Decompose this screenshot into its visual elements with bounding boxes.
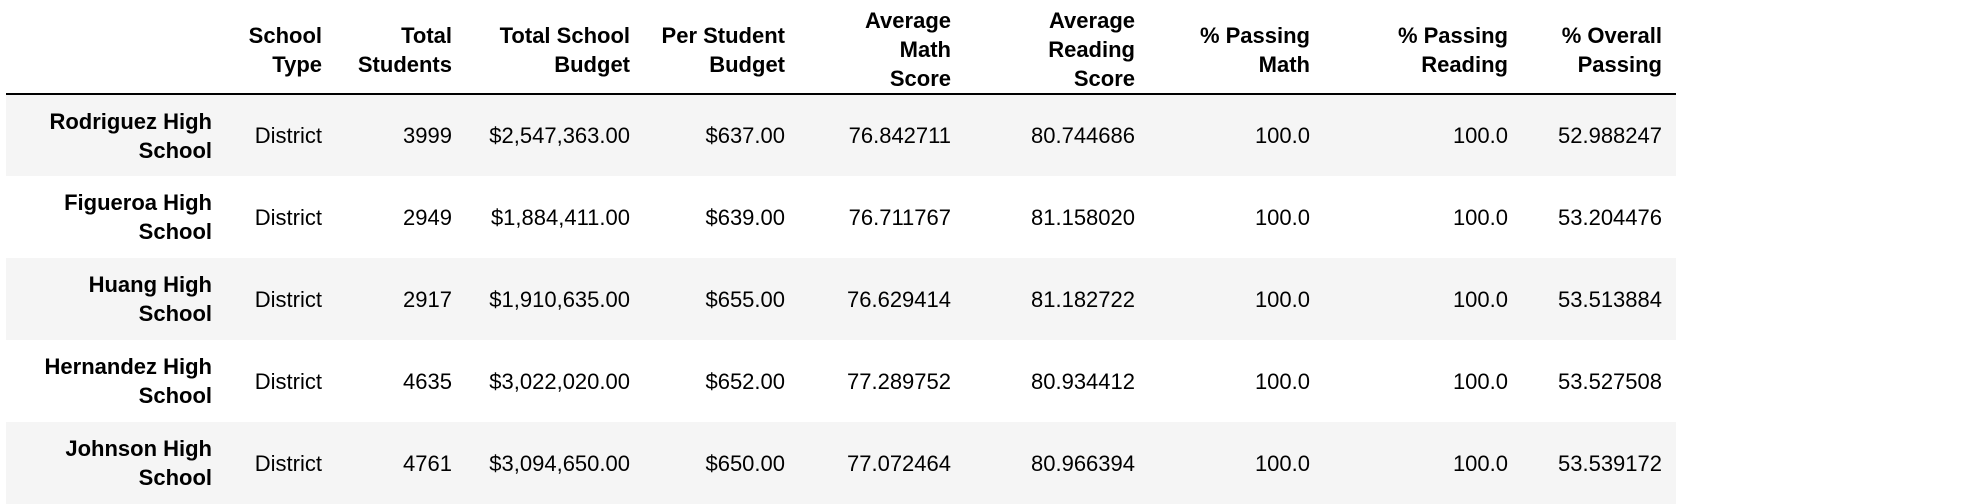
school-summary-table: School Type Total Students Total School … bbox=[6, 6, 1676, 504]
column-header-line: Total School bbox=[499, 22, 630, 48]
cell-overall-passing: 52.988247 bbox=[1558, 123, 1662, 148]
table-header: School Type Total Students Total School … bbox=[6, 6, 1676, 95]
cell-average-math-score: 76.629414 bbox=[847, 286, 951, 312]
table-row: Johnson High School District 4761 $3,094… bbox=[6, 422, 1676, 504]
column-header-passing-reading: % Passing Reading bbox=[1324, 6, 1522, 95]
column-header-line: Reading bbox=[1421, 51, 1508, 77]
cell-total-students: 3999 bbox=[403, 123, 452, 148]
cell-average-math-score: 77.289752 bbox=[847, 368, 951, 394]
cell-overall-passing: 53.204476 bbox=[1558, 204, 1662, 230]
cell-average-reading-score: 80.934412 bbox=[1031, 368, 1135, 394]
row-label-line: Hernandez High bbox=[44, 354, 212, 379]
cell-passing-math: 100.0 bbox=[1254, 368, 1310, 394]
cell-passing-math: 100.0 bbox=[1254, 123, 1310, 148]
column-header-line: % Overall bbox=[1561, 22, 1662, 48]
column-header-line: Type bbox=[272, 51, 322, 77]
header-row: School Type Total Students Total School … bbox=[6, 6, 1676, 95]
column-header-average-math-score: Average Math Score bbox=[799, 6, 965, 95]
cell-per-student-budget: $652.00 bbox=[705, 368, 785, 394]
row-label-line: School bbox=[138, 465, 212, 490]
column-header-line: % Passing bbox=[1397, 22, 1508, 48]
cell-average-math-score: 76.842711 bbox=[848, 123, 951, 148]
column-header-passing-math: % Passing Math bbox=[1149, 6, 1324, 95]
cell-average-math-score: 77.072464 bbox=[847, 450, 951, 476]
column-header-line: Average Math bbox=[864, 8, 951, 62]
table-row: Hernandez High School District 4635 $3,0… bbox=[6, 340, 1676, 422]
column-header-line: Average Reading bbox=[1048, 8, 1135, 62]
row-label: Huang High School bbox=[6, 258, 226, 340]
row-label: Johnson High School bbox=[6, 422, 226, 504]
column-header-line: % Passing bbox=[1199, 22, 1310, 48]
cell-passing-reading: 100.0 bbox=[1452, 123, 1508, 148]
column-header-line: Budget bbox=[554, 51, 630, 77]
cell-total-students: 4635 bbox=[403, 368, 452, 394]
cell-passing-reading: 100.0 bbox=[1452, 204, 1508, 230]
column-header-overall-passing: % Overall Passing bbox=[1522, 6, 1676, 95]
row-label: Figueroa High School bbox=[6, 176, 226, 258]
cell-total-students: 4761 bbox=[403, 450, 452, 476]
cell-average-reading-score: 80.966394 bbox=[1031, 450, 1135, 476]
row-label-line: Johnson High bbox=[65, 436, 212, 461]
row-label: Hernandez High School bbox=[6, 340, 226, 422]
cell-school-type: District bbox=[254, 204, 322, 230]
column-header-line: Per Student bbox=[661, 22, 785, 48]
cell-school-type: District bbox=[254, 450, 322, 476]
cell-average-math-score: 76.711767 bbox=[848, 204, 951, 230]
table-body: Rodriguez High School District 3999 $2,5… bbox=[6, 94, 1676, 504]
column-header-average-reading-score: Average Reading Score bbox=[965, 6, 1149, 95]
column-header-line: School bbox=[248, 22, 322, 48]
cell-overall-passing: 53.513884 bbox=[1558, 286, 1662, 312]
cell-per-student-budget: $655.00 bbox=[705, 286, 785, 312]
cell-overall-passing: 53.527508 bbox=[1558, 368, 1662, 394]
column-header-total-school-budget: Total School Budget bbox=[466, 6, 644, 95]
index-header bbox=[6, 6, 226, 95]
cell-passing-reading: 100.0 bbox=[1452, 450, 1508, 476]
column-header-school-type: School Type bbox=[226, 6, 336, 95]
column-header-line: Score bbox=[1073, 66, 1135, 91]
cell-per-student-budget: $637.00 bbox=[705, 123, 785, 148]
cell-total-students: 2917 bbox=[403, 286, 452, 312]
cell-school-type: District bbox=[254, 368, 322, 394]
row-label-line: School bbox=[138, 383, 212, 408]
cell-total-school-budget: $3,022,020.00 bbox=[489, 368, 630, 394]
table-row: Rodriguez High School District 3999 $2,5… bbox=[6, 94, 1676, 176]
row-label-line: Huang High bbox=[88, 272, 212, 297]
cell-total-school-budget: $2,547,363.00 bbox=[489, 123, 630, 148]
column-header-per-student-budget: Per Student Budget bbox=[644, 6, 799, 95]
cell-passing-math: 100.0 bbox=[1254, 286, 1310, 312]
table-row: Huang High School District 2917 $1,910,6… bbox=[6, 258, 1676, 340]
column-header-line: Passing bbox=[1577, 51, 1662, 77]
row-label-line: School bbox=[138, 219, 212, 244]
cell-average-reading-score: 80.744686 bbox=[1031, 123, 1135, 148]
cell-passing-reading: 100.0 bbox=[1452, 286, 1508, 312]
cell-total-school-budget: $3,094,650.00 bbox=[489, 450, 630, 476]
cell-total-school-budget: $1,910,635.00 bbox=[489, 286, 630, 312]
row-label-line: School bbox=[138, 137, 212, 163]
cell-school-type: District bbox=[254, 123, 322, 148]
cell-total-students: 2949 bbox=[403, 204, 452, 230]
cell-total-school-budget: $1,884,411.00 bbox=[490, 204, 630, 230]
row-label-line: School bbox=[138, 301, 212, 326]
cell-per-student-budget: $650.00 bbox=[705, 450, 785, 476]
cell-school-type: District bbox=[254, 286, 322, 312]
cell-overall-passing: 53.539172 bbox=[1558, 450, 1662, 476]
cell-average-reading-score: 81.182722 bbox=[1031, 286, 1135, 312]
cell-per-student-budget: $639.00 bbox=[705, 204, 785, 230]
cell-passing-reading: 100.0 bbox=[1452, 368, 1508, 394]
column-header-line: Students bbox=[357, 51, 452, 77]
table-row: Figueroa High School District 2949 $1,88… bbox=[6, 176, 1676, 258]
column-header-line: Math bbox=[1258, 51, 1310, 77]
row-label-line: Figueroa High bbox=[64, 190, 212, 215]
column-header-line: Score bbox=[889, 66, 951, 91]
cell-passing-math: 100.0 bbox=[1254, 204, 1310, 230]
row-label-line: Rodriguez High bbox=[49, 108, 212, 134]
column-header-line: Budget bbox=[709, 51, 785, 77]
row-label: Rodriguez High School bbox=[6, 94, 226, 176]
cell-average-reading-score: 81.158020 bbox=[1031, 204, 1135, 230]
column-header-total-students: Total Students bbox=[336, 6, 466, 95]
column-header-line: Total bbox=[401, 22, 452, 48]
cell-passing-math: 100.0 bbox=[1254, 450, 1310, 476]
